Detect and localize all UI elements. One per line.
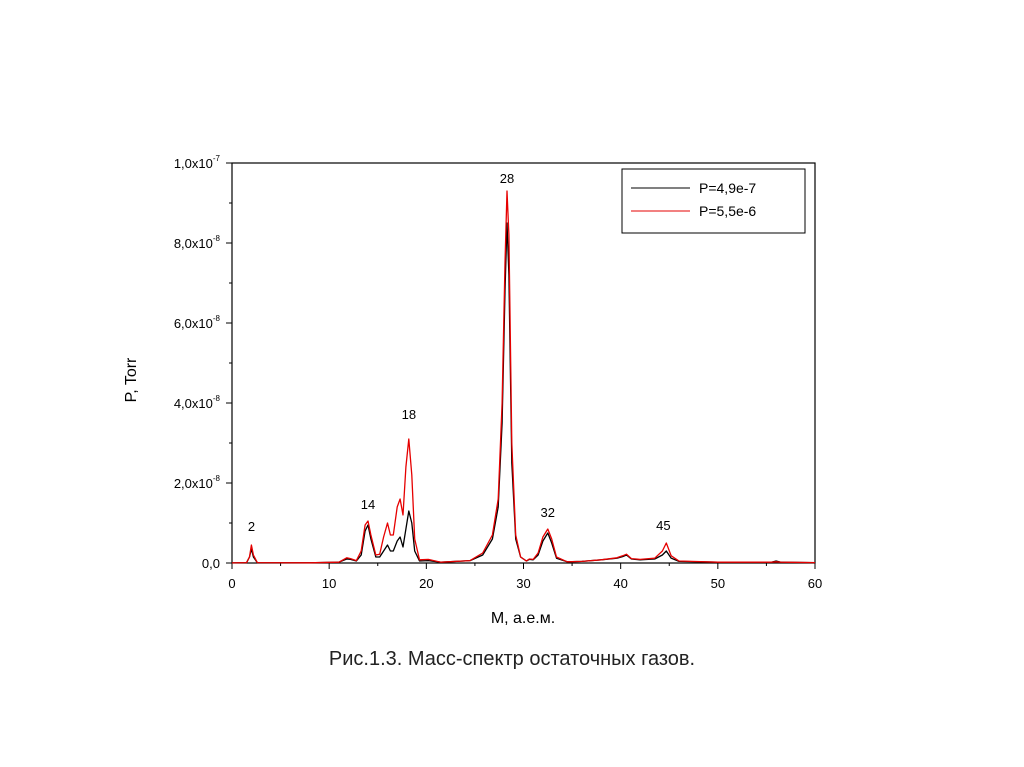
series-group — [231, 190, 816, 564]
y-tick-label: 4,0x10-8 — [174, 394, 221, 411]
legend-label-series-1: P=4,9e-7 — [699, 180, 756, 196]
x-tick-label: 0 — [228, 576, 235, 591]
peak-label: 14 — [361, 497, 375, 512]
peak-label: 18 — [402, 407, 416, 422]
peak-label: 28 — [500, 171, 514, 186]
figure-caption: Рис.1.3. Масс-спектр остаточных газов. — [328, 648, 696, 670]
x-tick-label: 30 — [516, 576, 530, 591]
x-tick-label: 60 — [808, 576, 822, 591]
x-tick-label: 40 — [613, 576, 627, 591]
legend-label-series-2: P=5,5e-6 — [699, 203, 756, 219]
peak-label: 2 — [248, 519, 255, 534]
y-axis-title: P, Torr — [123, 357, 140, 402]
peak-labels: 2 14 18 28 32 45 — [248, 171, 671, 534]
y-tick-label: 1,0x10-7 — [174, 154, 221, 171]
y-tick-label: 6,0x10-8 — [174, 314, 221, 331]
peak-label: 45 — [656, 518, 670, 533]
y-axis-ticks: 0,0 2,0x10-8 4,0x10-8 6,0x10-8 8,0x10-8 1,0x1… — [174, 154, 232, 571]
x-tick-label: 10 — [322, 576, 336, 591]
y-tick-label: 2,0x10-8 — [174, 474, 221, 491]
y-tick-label: 8,0x10-8 — [174, 234, 221, 251]
x-axis-ticks: 0 10 20 30 40 50 60 — [228, 563, 822, 591]
x-tick-label: 50 — [711, 576, 725, 591]
legend: P=4,9e-7 P=5,5e-6 — [621, 168, 806, 234]
y-tick-label: 0,0 — [202, 556, 220, 571]
legend-box — [621, 168, 806, 234]
series-line-2 — [231, 190, 816, 564]
x-axis-title: M, а.е.м. — [491, 610, 555, 627]
x-tick-label: 20 — [419, 576, 433, 591]
peak-label: 32 — [541, 505, 555, 520]
